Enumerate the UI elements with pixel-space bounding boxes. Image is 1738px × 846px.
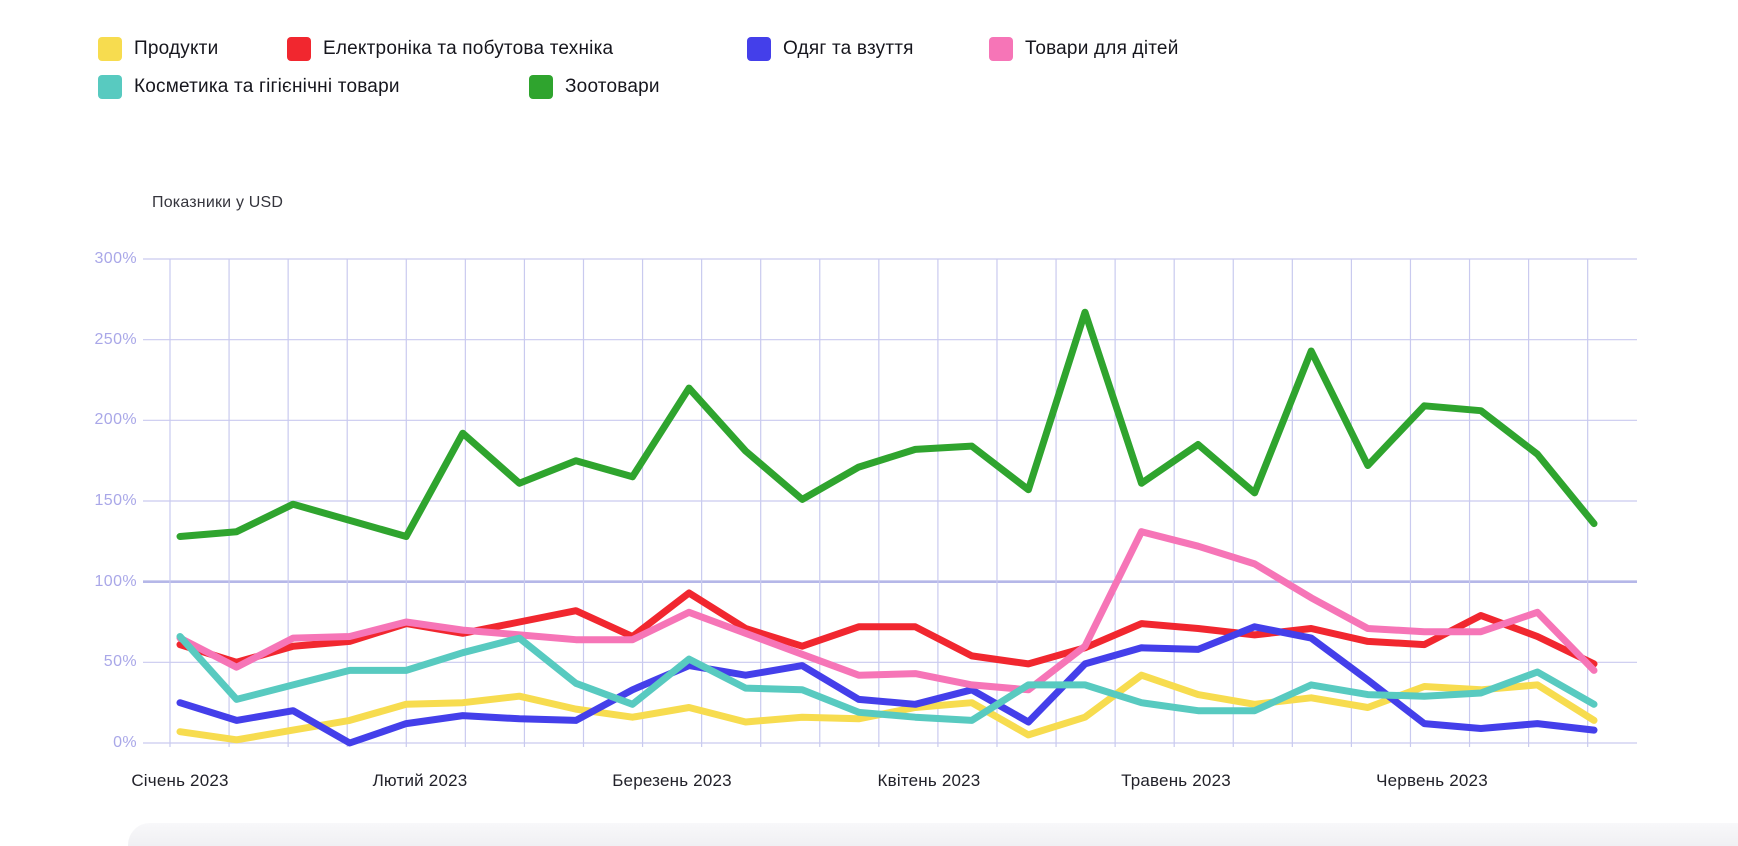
legend-swatch-icon (98, 75, 122, 99)
legend-swatch-icon (529, 75, 553, 99)
legend-item-zootovary[interactable]: Зоотовари (529, 75, 660, 99)
x-tick-label: Червень 2023 (1376, 771, 1488, 790)
chart-title: Показники у USD (152, 194, 284, 211)
legend-item-odyag[interactable]: Одяг та взуття (747, 37, 914, 61)
x-tick-label: Травень 2023 (1121, 771, 1231, 790)
legend-item-label: Одяг та взуття (783, 38, 914, 59)
y-tick-label: 300% (94, 250, 137, 267)
legend-item-label: Продукти (134, 38, 219, 59)
y-tick-label: 150% (94, 492, 137, 509)
legend-item-elektronika[interactable]: Електроніка та побутова техніка (287, 37, 613, 61)
series-line-6 (176, 308, 1598, 540)
y-tick-label: 0% (113, 734, 137, 751)
legend-swatch-icon (747, 37, 771, 61)
legend-item-label: Зоотовари (565, 76, 660, 97)
legend-item-kosmetyka[interactable]: Косметика та гігієнічні товари (98, 75, 400, 99)
legend-swatch-icon (989, 37, 1013, 61)
x-tick-label: Квітень 2023 (877, 771, 981, 790)
legend-item-label: Товари для дітей (1025, 38, 1179, 59)
x-tick-label: Лютий 2023 (372, 771, 468, 790)
legend-item-label: Косметика та гігієнічні товари (134, 76, 400, 97)
y-tick-label: 50% (103, 653, 137, 671)
x-tick-label: Березень 2023 (612, 771, 732, 790)
x-tick-label: Січень 2023 (131, 771, 229, 790)
y-tick-label: 200% (94, 411, 137, 429)
legend-swatch-icon (98, 37, 122, 61)
legend-item-label: Електроніка та побутова техніка (323, 38, 614, 59)
legend-swatch-icon (287, 37, 311, 61)
series-line-3 (176, 623, 1598, 747)
legend-item-tovary-dlia-ditei[interactable]: Товари для дітей (989, 37, 1179, 61)
series-line-5 (176, 633, 1598, 724)
legend-item-produkty[interactable]: Продукти (98, 37, 218, 61)
y-tick-label: 100% (94, 572, 137, 590)
y-tick-label: 250% (94, 330, 137, 348)
series-line-4 (176, 528, 1598, 694)
next-section-panel-top (128, 823, 1738, 846)
